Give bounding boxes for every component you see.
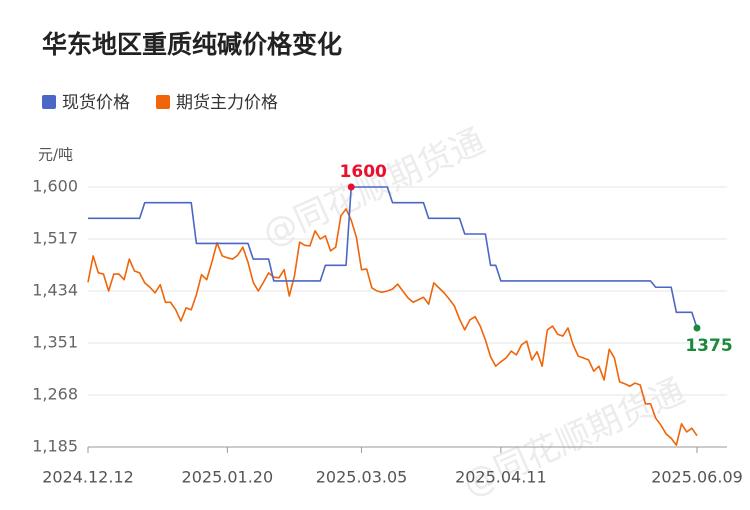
x-tick-label: 2025.01.20 xyxy=(182,468,274,487)
annotation: 1375 xyxy=(685,336,732,356)
y-unit: 元/吨 xyxy=(38,146,73,164)
series-line xyxy=(88,186,698,329)
annotation: 1600 xyxy=(340,162,387,182)
x-tick-label: 2025.06.09 xyxy=(651,468,743,487)
legend-swatch xyxy=(156,95,170,109)
watermark: @同花顺期货通 xyxy=(257,121,491,254)
highlight-point xyxy=(347,183,355,191)
x-tick-label: 2025.03.05 xyxy=(316,468,408,487)
x-tick-label: 2025.04.11 xyxy=(455,468,547,487)
highlight-point xyxy=(693,324,701,332)
y-tick-label: 1,351 xyxy=(32,333,78,352)
y-tick-label: 1,600 xyxy=(32,177,78,196)
y-tick-label: 1,517 xyxy=(32,229,78,248)
series-line xyxy=(87,208,698,446)
legend-label: 期货主力价格 xyxy=(176,93,278,113)
y-tick-label: 1,434 xyxy=(32,281,78,300)
legend-swatch xyxy=(42,95,56,109)
x-tick-label: 2024.12.12 xyxy=(42,468,134,487)
y-tick-label: 1,268 xyxy=(32,385,78,404)
chart-title: 华东地区重质纯碱价格变化 xyxy=(42,30,342,59)
y-tick-label: 1,185 xyxy=(32,437,78,456)
legend-label: 现货价格 xyxy=(62,93,130,113)
